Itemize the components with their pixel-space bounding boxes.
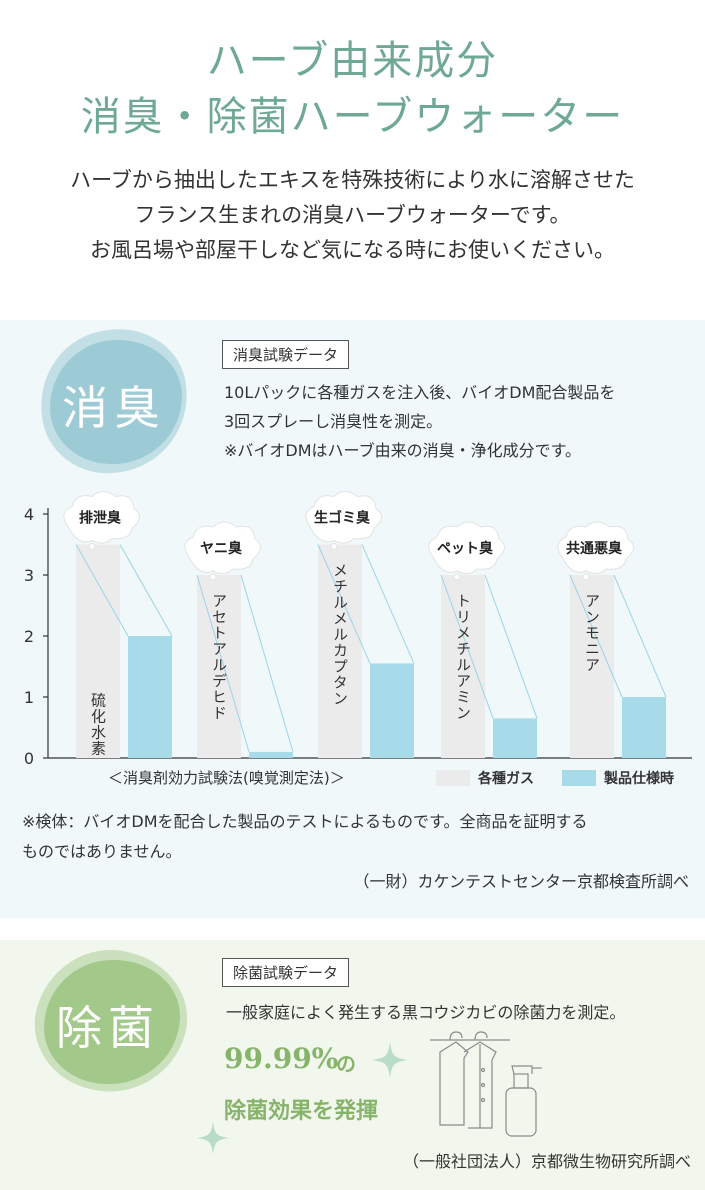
method-label: ＜消臭剤効力試験法(嗅覚測定法)＞	[108, 769, 345, 787]
product-bar	[493, 718, 537, 758]
legend-label-product: 製品仕様時	[603, 770, 674, 787]
sterilization-test-tag: 除菌試験データ	[222, 958, 350, 987]
deodorant-note-1: ※検体：バイオDMを配合した製品のテストによるものです。全商品を証明する	[22, 812, 588, 831]
deodorant-desc-1: 10Lパックに各種ガスを注入後、バイオDM配合製品を	[224, 383, 616, 402]
odor-category-label: 生ゴミ臭	[314, 510, 371, 527]
intro-line-3: お風呂場や部屋干しなど気になる時にお使いください。	[90, 238, 615, 262]
page-subtitle: 消臭・除菌ハーブウォーター	[80, 94, 625, 140]
page-title: ハーブ由来成分	[206, 38, 499, 84]
product-bar	[370, 663, 414, 758]
y-tick-label: 1	[24, 688, 34, 707]
legend-swatch-gas	[436, 770, 470, 786]
decrease-line	[569, 574, 623, 698]
gas-bar	[318, 544, 362, 758]
sterilization-badge-blob-inner	[44, 960, 180, 1084]
product-bar	[622, 697, 666, 758]
odor-category-label: 排泄臭	[79, 510, 122, 527]
odor-category-label: ヤニ臭	[200, 540, 243, 557]
gas-bar	[197, 575, 241, 758]
decrease-line	[613, 574, 667, 698]
sterilization-desc: 一般家庭によく発生する黒コウジカビの除菌力を測定。	[226, 1003, 626, 1022]
deodorant-credit: （一財）カケンテストセンター京都検査所調べ	[353, 872, 689, 891]
decrease-line	[240, 574, 294, 753]
deodorant-badge: 消臭	[62, 381, 166, 435]
gas-label: アンモニア	[583, 593, 601, 673]
y-tick-label: 2	[24, 627, 34, 646]
sterilization-percent-suffix: の	[336, 1052, 356, 1076]
odor-category-label: 共通悪臭	[566, 540, 623, 557]
sterilization-badge: 除菌	[56, 1001, 160, 1055]
odor-cloud	[63, 491, 140, 544]
cloud-dot	[582, 573, 590, 581]
decrease-line	[75, 544, 129, 637]
odor-cloud	[305, 491, 382, 544]
deodorant-test-tag: 消臭試験データ	[222, 340, 350, 369]
gas-label: トリメチルアミン	[454, 593, 472, 721]
gas-label: メチルメルカプタン	[331, 563, 349, 707]
odor-category-label: ペット臭	[437, 540, 494, 557]
intro-line-1: ハーブから抽出したエキスを特殊技術により水に溶解させた	[70, 168, 635, 192]
deodorant-note-2: ものではありません。	[22, 842, 182, 861]
decrease-line	[440, 574, 494, 719]
cloud-dot	[88, 543, 96, 550]
decrease-line	[196, 574, 250, 753]
laundry-spray-illustration	[430, 1031, 542, 1137]
decrease-line	[317, 544, 371, 664]
deodorant-badge-blob-inner	[50, 340, 182, 464]
decrease-line	[361, 544, 415, 664]
y-tick-label: 0	[24, 749, 34, 768]
gas-label: アセトアルデヒド	[210, 593, 228, 721]
cloud-dot	[453, 573, 461, 581]
sterilization-credit: （一般社団法人）京都微生物研究所調べ	[402, 1152, 691, 1171]
sterilization-effect: 除菌効果を発揮	[224, 1099, 379, 1124]
y-tick-label: 4	[24, 505, 34, 524]
product-bar	[249, 751, 293, 758]
y-tick-label: 3	[24, 566, 34, 585]
intro-line-2: フランス生まれの消臭ハーブウォーターです。	[134, 203, 571, 227]
decrease-line	[484, 574, 538, 719]
sparkle-icon	[196, 1121, 230, 1155]
deodorant-desc-3: ※バイオDMはハーブ由来の消臭・浄化成分です。	[224, 441, 581, 460]
cloud-dot	[209, 573, 217, 581]
odor-cloud	[184, 521, 261, 575]
sparkle-icon	[372, 1042, 408, 1078]
deodorant-desc-2: 3回スプレーし消臭性を測定。	[224, 412, 443, 431]
gas-bar	[441, 575, 485, 758]
product-bar	[128, 636, 172, 758]
sterilization-percent: 99.99%	[224, 1042, 339, 1075]
legend-swatch-product	[562, 770, 596, 786]
decrease-line	[119, 544, 173, 637]
odor-cloud	[557, 521, 634, 575]
gas-bar	[570, 575, 614, 758]
gas-bar	[76, 544, 120, 758]
cloud-dot	[330, 543, 338, 550]
odor-cloud	[428, 521, 505, 575]
gas-label: 硫化水素	[89, 693, 107, 757]
legend-label-gas: 各種ガス	[477, 770, 534, 787]
